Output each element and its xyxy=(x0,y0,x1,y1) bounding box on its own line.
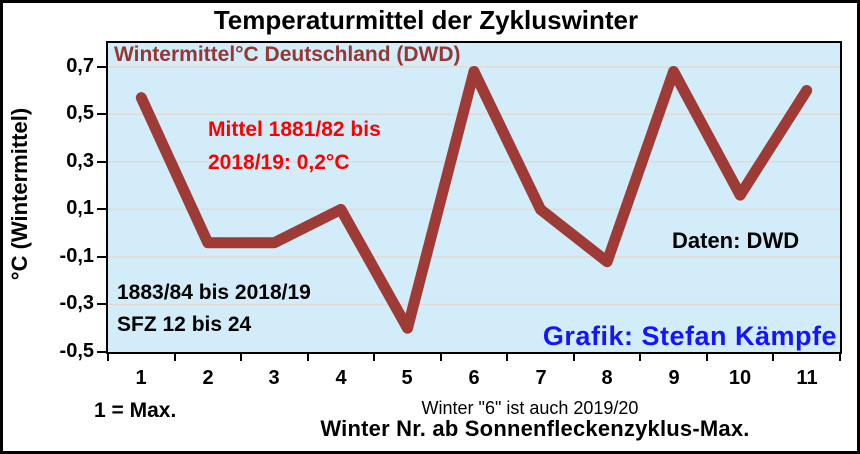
period-annotation-line2: SFZ 12 bis 24 xyxy=(117,313,252,336)
x-tick-label: 4 xyxy=(335,367,347,389)
footer-max-note: 1 = Max. xyxy=(94,399,177,422)
y-tick-mark xyxy=(97,303,106,305)
x-tick-mark xyxy=(506,354,508,361)
period-annotation-line1: 1883/84 bis 2018/19 xyxy=(117,281,311,304)
x-tick-label: 9 xyxy=(668,367,680,389)
y-tick-mark xyxy=(97,208,106,210)
y-tick-mark xyxy=(97,161,106,163)
y-tick-mark xyxy=(97,256,106,258)
x-tick-mark xyxy=(107,354,109,361)
y-tick-label: 0,3 xyxy=(66,150,94,172)
y-tick-mark xyxy=(97,113,106,115)
period-annotation: 1883/84 bis 2018/19 SFZ 12 bis 24 xyxy=(117,277,311,341)
plot-area: Wintermittel°C Deutschland (DWD) Mittel … xyxy=(106,41,842,354)
y-tick-label: 0,7 xyxy=(66,55,94,77)
x-axis-caption: Winter Nr. ab Sonnenfleckenzyklus-Max. xyxy=(320,416,750,441)
series-label: Wintermittel°C Deutschland (DWD) xyxy=(114,43,461,66)
x-tick-mark xyxy=(373,354,375,361)
x-tick-mark xyxy=(706,354,708,361)
x-tick-label: 3 xyxy=(268,367,280,389)
mean-annotation: Mittel 1881/82 bis 2018/19: 0,2°C xyxy=(208,113,381,179)
x-tick-mark xyxy=(772,354,774,361)
y-tick-label: -0,3 xyxy=(59,292,94,314)
x-tick-mark xyxy=(307,354,309,361)
x-tick-label: 6 xyxy=(468,367,480,389)
data-source-label: Daten: DWD xyxy=(672,228,800,253)
x-tick-mark xyxy=(440,354,442,361)
x-tick-label: 10 xyxy=(728,367,752,389)
chart-canvas xyxy=(108,66,840,334)
x-tick-label: 5 xyxy=(401,367,413,389)
mean-annotation-line1: Mittel 1881/82 bis xyxy=(208,118,381,141)
x-tick-mark xyxy=(573,354,575,361)
footer-winter6-note: Winter "6" ist auch 2019/20 xyxy=(421,398,639,418)
chart-title: Temperaturmittel der Zykluswinter xyxy=(213,5,639,35)
y-tick-label: -0,5 xyxy=(59,340,94,362)
credit-label: Grafik: Stefan Kämpfe xyxy=(542,321,837,351)
x-tick-label: 8 xyxy=(601,367,613,389)
x-tick-label: 7 xyxy=(535,367,547,389)
y-tick-label: -0,1 xyxy=(59,245,94,267)
x-tick-mark xyxy=(174,354,176,361)
y-tick-label: 0,5 xyxy=(66,102,94,124)
x-tick-mark xyxy=(240,354,242,361)
mean-annotation-line2: 2018/19: 0,2°C xyxy=(208,151,350,174)
y-tick-mark xyxy=(97,351,106,353)
y-axis-title: °C (Wintermittel) xyxy=(7,107,32,281)
x-tick-label: 1 xyxy=(135,367,147,389)
x-tick-label: 2 xyxy=(202,367,214,389)
y-tick-label: 0,1 xyxy=(66,197,94,219)
x-tick-mark xyxy=(839,354,841,361)
y-tick-mark xyxy=(97,66,106,68)
x-tick-mark xyxy=(639,354,641,361)
x-tick-label: 11 xyxy=(796,367,818,389)
temperature-line xyxy=(135,66,813,334)
